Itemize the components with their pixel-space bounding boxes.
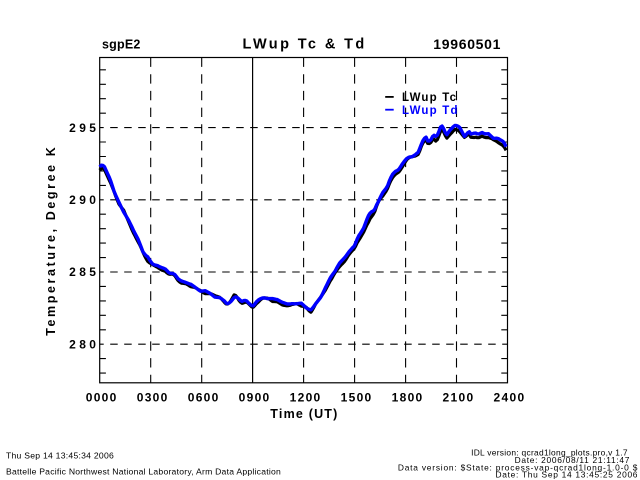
svg-text:LWup Tc & Td: LWup Tc & Td bbox=[243, 37, 367, 53]
svg-text:Thu Sep 14 13:45:34 2006: Thu Sep 14 13:45:34 2006 bbox=[6, 451, 114, 461]
svg-text:295: 295 bbox=[69, 121, 99, 135]
svg-text:1200: 1200 bbox=[290, 391, 322, 405]
svg-text:0300: 0300 bbox=[137, 391, 169, 405]
svg-text:2100: 2100 bbox=[443, 391, 475, 405]
svg-text:1500: 1500 bbox=[341, 391, 373, 405]
svg-text:280: 280 bbox=[69, 337, 99, 351]
svg-text:0000: 0000 bbox=[86, 391, 118, 405]
svg-text:285: 285 bbox=[69, 265, 99, 279]
svg-text:2400: 2400 bbox=[494, 391, 526, 405]
svg-text:290: 290 bbox=[69, 193, 99, 207]
svg-text:Date: Thu Sep 14 13:45:25 2006: Date: Thu Sep 14 13:45:25 2006 bbox=[496, 470, 639, 480]
svg-text:sgpE2: sgpE2 bbox=[102, 37, 141, 51]
svg-text:1800: 1800 bbox=[392, 391, 424, 405]
svg-text:Time (UT): Time (UT) bbox=[270, 407, 338, 421]
svg-text:Battelle Pacific Northwest Nat: Battelle Pacific Northwest National Labo… bbox=[6, 466, 281, 476]
svg-text:Data version: $State: process-: Data version: $State: process-vap-qcrad1… bbox=[398, 462, 638, 472]
svg-text:LWup Tc: LWup Tc bbox=[402, 92, 457, 104]
svg-text:0600: 0600 bbox=[188, 391, 220, 405]
svg-text:0900: 0900 bbox=[239, 391, 271, 405]
svg-text:19960501: 19960501 bbox=[433, 36, 501, 52]
svg-text:Date: 2006/08/11 21:11:47: Date: 2006/08/11 21:11:47 bbox=[515, 455, 630, 465]
svg-text:Temperature, Degree K: Temperature, Degree K bbox=[44, 145, 58, 336]
svg-text:LWup Td: LWup Td bbox=[402, 105, 459, 117]
svg-text:IDL version: qcrad1long_plots.: IDL version: qcrad1long_plots.pro,v 1.7 bbox=[471, 448, 628, 458]
